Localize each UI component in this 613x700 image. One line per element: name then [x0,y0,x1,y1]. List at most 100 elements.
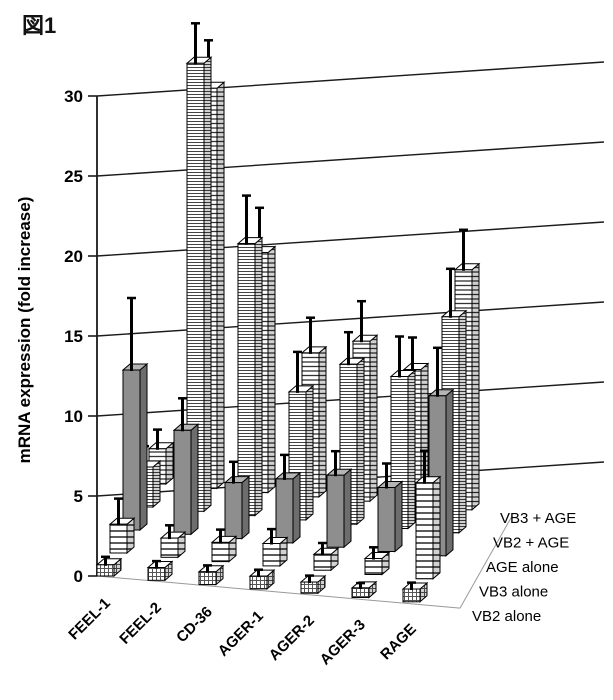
bar-front-face [147,567,166,581]
bar-AGER-2-AGEalone [325,449,353,549]
bar-AGER-3-VB3alone [363,546,391,576]
bar-FEEL-1-VB3alone [108,497,136,555]
bar-side-shade [153,461,160,507]
bar-FEEL-2-VB2+AGE [185,22,213,513]
figure-label: 図1 [22,13,57,38]
y-tick-label: 0 [74,567,83,586]
bar-side-shade [255,237,262,516]
gridline [96,141,605,177]
bar-front-face [326,474,345,548]
bar-RAGE-VB3alone [414,449,442,580]
bar-AGER-3-VB2alone [350,580,378,599]
bar-front-face [313,553,332,571]
bar-FEEL-2-VB3alone [159,524,187,559]
bar-side-shade [127,518,134,553]
bar-side-face [394,480,403,553]
bar-AGER-2-VB3alone [312,541,340,572]
bar-side-shade [357,358,364,525]
y-tick-label: 10 [64,407,83,426]
y-tick-label: 5 [74,487,83,506]
bar-front-face [300,581,319,594]
bar-side-shade [331,548,338,571]
bar-AGER-1-VB2alone [248,568,276,590]
bar-front-face [224,482,243,540]
category-label-rage: RAGE [377,621,420,664]
gridline [96,301,605,337]
bar-side-shade [319,346,326,497]
bar-side-shade [306,385,313,520]
bar-front-face [262,543,281,567]
bar-front-face [122,369,141,531]
bar-CD-36-VB2+AGE [236,194,264,517]
bar-side-shade [433,476,440,579]
bar-front-face [211,541,230,563]
bar-CD-36-VB2alone [197,564,225,586]
gridline [96,221,605,257]
bar-side-shade [280,537,287,566]
bar-side-shade [204,57,211,512]
category-label-feel-1: FEEL-1 [65,595,114,644]
series-label-vb3+age: VB3 + AGE [500,510,576,527]
bar-side-shade [370,335,377,502]
bar-front-face [364,558,383,575]
bar-AGER-1-VB3alone [261,527,289,567]
floor-right-edge [459,515,513,609]
bar-front-face [377,487,396,552]
category-label-ager-1: AGER-1 [215,608,267,660]
bar-side-shade [459,310,466,533]
y-tick-label: 15 [64,327,83,346]
bar-front-face [415,482,434,580]
y-tick-label: 25 [64,167,83,186]
bar-FEEL-2-VB2alone [146,559,174,582]
bar-side-face [139,362,148,532]
bar-side-shade [166,442,173,484]
bar-CD-36-VB3alone [210,528,238,563]
gridline [96,61,605,97]
series-label-vb3alone: VB3 alone [479,584,548,601]
bar-side-shade [217,82,224,489]
bar-CD-36-AGEalone [223,460,251,540]
bar-side-face [241,475,250,540]
category-label-ager-2: AGER-2 [266,612,318,664]
bar-FEEL-2-AGEalone [172,397,200,536]
bar-side-shade [178,532,185,558]
bar-side-shade [369,581,376,598]
bar-side-shade [114,558,121,576]
bar-front-face [198,571,217,586]
bar-front-face [109,523,128,554]
bar-AGER-2-VB2alone [299,574,327,595]
bar-front-face [402,588,421,603]
bar-front-face [173,429,192,535]
bar-side-shade [472,263,479,510]
bar-side-shade [421,363,428,506]
bar-front-face [96,564,115,577]
bar-RAGE-VB2alone [401,581,429,603]
bar-front-face [351,587,370,599]
bar-side-shade [408,370,415,529]
series-label-vb2alone: VB2 alone [472,608,541,625]
bar-side-face [445,388,454,557]
bar-side-face [292,471,301,544]
bar-AGER-1-AGEalone [274,453,302,544]
bar-AGER-3-AGEalone [376,462,404,553]
bar-side-shade [382,552,389,575]
bar-side-shade [268,246,275,493]
bar-front-face [249,575,268,590]
bar-side-shade [229,536,236,562]
series-label-agealone: AGE alone [486,559,559,576]
category-label-ager-3: AGER-3 [317,616,369,668]
bar-FEEL-1-VB2alone [95,555,123,578]
bar-side-face [343,468,352,549]
bar-front-face [275,478,294,544]
category-label-feel-2: FEEL-2 [116,599,165,648]
bar-side-face [190,423,199,536]
y-axis-title: mRNA expression (fold increase) [15,197,34,464]
bar-side-shade [318,576,325,594]
bar-front-face [237,243,256,517]
bar-front-face [160,537,179,558]
y-tick-label: 30 [64,87,83,106]
y-tick-label: 20 [64,247,83,266]
series-label-vb2+age: VB2 + AGE [493,535,569,552]
